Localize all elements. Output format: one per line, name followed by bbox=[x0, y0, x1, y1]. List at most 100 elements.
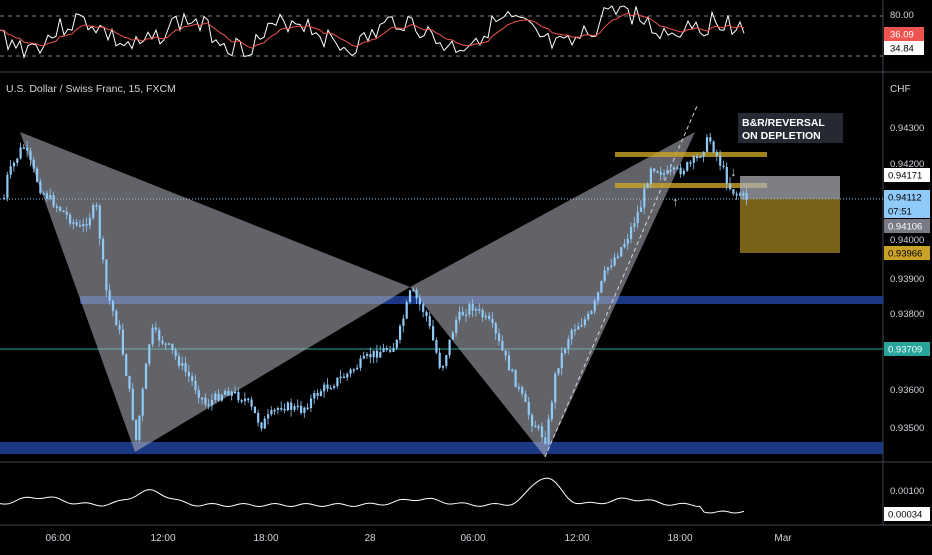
candle-body bbox=[49, 194, 52, 199]
chart-title[interactable]: U.S. Dollar / Swiss Franc, 15, FXCM bbox=[6, 83, 176, 95]
candle-body bbox=[613, 257, 616, 266]
candle-body bbox=[234, 391, 237, 394]
candle-body bbox=[742, 192, 745, 196]
candle-body bbox=[111, 300, 115, 311]
pattern-triangle-bcd[interactable] bbox=[410, 132, 695, 457]
price-tick-label: 0.94000 bbox=[890, 235, 924, 246]
candle-body bbox=[636, 211, 639, 224]
candle-body bbox=[121, 329, 124, 355]
candle-body bbox=[465, 314, 468, 317]
candle-body bbox=[19, 147, 22, 159]
candle-body bbox=[379, 352, 382, 358]
candle-body bbox=[633, 223, 636, 227]
candle-body bbox=[303, 407, 306, 413]
candle-body bbox=[544, 437, 547, 444]
price-scale[interactable]: 0.94300 0.94200 0.94000 0.93900 0.93800 0.936… bbox=[884, 10, 930, 521]
rsi-panel[interactable] bbox=[0, 5, 883, 59]
candle-body bbox=[194, 380, 197, 391]
candle-body bbox=[128, 375, 131, 389]
rsi-badge bbox=[884, 27, 924, 41]
candle-body bbox=[573, 329, 577, 332]
time-axis-label: 06:00 bbox=[45, 533, 70, 544]
candle-body bbox=[441, 365, 445, 368]
candle-body bbox=[36, 168, 39, 182]
candle-body bbox=[587, 313, 590, 320]
time-axis[interactable]: 06:00 12:00 18:00 28 06:00 12:00 18:00 Mar bbox=[45, 533, 792, 544]
upper-gold-zone[interactable] bbox=[615, 152, 767, 157]
position-stop-zone[interactable] bbox=[740, 176, 840, 199]
lower-gold-zone[interactable] bbox=[615, 183, 767, 188]
candle-body bbox=[3, 197, 6, 200]
candle-body bbox=[606, 267, 610, 271]
price-badge-text: 0.94106 bbox=[888, 222, 922, 233]
candle-body bbox=[52, 194, 55, 207]
candle-body bbox=[141, 388, 144, 416]
candle-body bbox=[435, 340, 438, 353]
candle-body bbox=[263, 418, 266, 429]
candle-body bbox=[359, 358, 362, 368]
candle-body bbox=[333, 386, 336, 388]
candle-body bbox=[168, 343, 171, 345]
atr-panel[interactable] bbox=[0, 477, 745, 514]
price-tick-label: 0.94200 bbox=[890, 159, 924, 170]
candle-body bbox=[425, 311, 428, 317]
candle-body bbox=[448, 339, 451, 356]
candle-body bbox=[382, 348, 385, 353]
candle-body bbox=[524, 393, 527, 402]
price-badge-text: 0.93709 bbox=[888, 345, 922, 356]
candle-body bbox=[300, 405, 303, 413]
candle-body bbox=[108, 290, 111, 301]
candle-body bbox=[623, 243, 626, 248]
candle-body bbox=[729, 183, 732, 190]
candle-body bbox=[45, 193, 49, 199]
annotation-line-1: B&R/REVERSAL bbox=[742, 117, 825, 129]
support-zone[interactable] bbox=[0, 442, 883, 454]
price-badge-text: 0.94171 bbox=[888, 171, 922, 182]
pattern-dashed-leg[interactable] bbox=[544, 105, 698, 458]
candle-body bbox=[125, 354, 128, 376]
candle-body bbox=[230, 391, 233, 396]
candle-body bbox=[273, 409, 276, 412]
price-badge-text: 0.94112 bbox=[888, 193, 922, 204]
rsi-badge-text: 36.09 bbox=[890, 30, 914, 41]
price-badge bbox=[884, 342, 930, 356]
candle-body bbox=[666, 170, 669, 174]
candle-body bbox=[738, 193, 742, 196]
candle-body bbox=[643, 188, 646, 208]
candle-body bbox=[55, 206, 58, 208]
candle-body bbox=[187, 371, 190, 377]
candle-body bbox=[326, 384, 329, 389]
candle-body bbox=[478, 309, 481, 311]
atr-line bbox=[0, 477, 745, 514]
candle-body bbox=[9, 166, 12, 175]
candle-body bbox=[517, 387, 520, 389]
candle-body bbox=[570, 330, 573, 340]
candle-body bbox=[346, 373, 349, 378]
candle-body bbox=[577, 326, 580, 330]
candle-body bbox=[135, 419, 138, 440]
candle-body bbox=[26, 147, 29, 151]
candle-body bbox=[72, 222, 75, 224]
pattern-triangle-xab[interactable] bbox=[20, 132, 410, 452]
candle-body bbox=[715, 152, 718, 156]
candle-body bbox=[491, 319, 494, 324]
arrow-up-icon: ↑ bbox=[672, 194, 679, 209]
candle-body bbox=[616, 256, 619, 258]
candle-body bbox=[725, 166, 728, 184]
candle-body bbox=[656, 171, 659, 173]
candle-body bbox=[95, 205, 98, 207]
candle-body bbox=[511, 369, 514, 372]
candle-body bbox=[306, 407, 309, 410]
candle-body bbox=[659, 172, 662, 175]
candle-body bbox=[201, 397, 204, 400]
price-panel[interactable]: ↑ ↓ B&R/REVERSAL ON DEPLETION U.S. Dolla… bbox=[0, 83, 911, 458]
candle-body bbox=[78, 225, 82, 227]
candle-body bbox=[580, 324, 583, 327]
candle-body bbox=[356, 367, 359, 370]
candle-body bbox=[319, 391, 322, 396]
candle-body bbox=[286, 402, 289, 411]
candle-body bbox=[735, 193, 738, 196]
annotation-box[interactable] bbox=[738, 113, 843, 143]
position-target-zone[interactable] bbox=[740, 199, 840, 253]
